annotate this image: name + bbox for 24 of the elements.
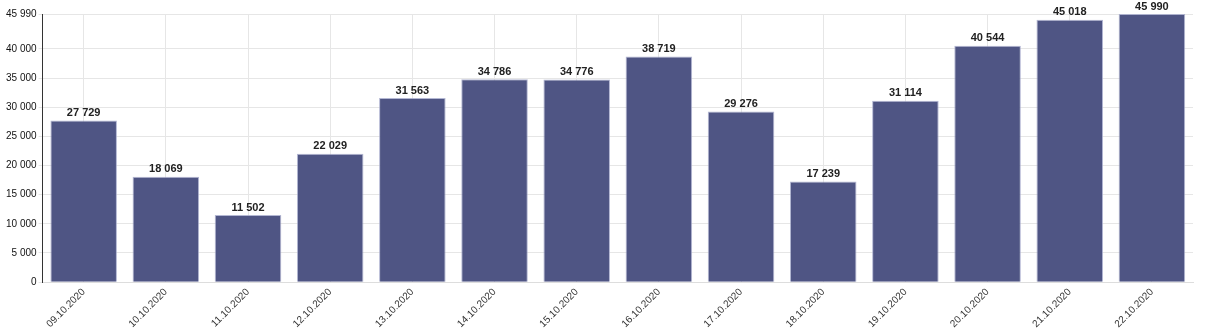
y-tick-label: 10 000 <box>5 217 38 229</box>
y-tick-label: 40 000 <box>5 42 38 54</box>
data-label: 17 239 <box>806 167 841 180</box>
data-label: 45 018 <box>1052 5 1087 18</box>
y-tick-label: 45 990 <box>5 7 38 19</box>
data-label: 31 563 <box>395 83 430 96</box>
y-tick-label: 20 000 <box>5 159 38 171</box>
data-label: 18 069 <box>149 162 183 175</box>
y-tick-label: 25 000 <box>5 130 38 142</box>
y-tick-label: 30 000 <box>5 100 38 112</box>
data-label: 34 776 <box>559 64 594 77</box>
data-label: 29 276 <box>724 96 758 109</box>
y-tick-label: 5 000 <box>11 246 38 258</box>
y-tick-label: 0 <box>31 275 38 287</box>
y-tick-label: 35 000 <box>5 71 38 83</box>
data-label: 40 544 <box>970 31 1006 44</box>
data-label: 34 786 <box>477 64 512 77</box>
y-tick-label: 15 000 <box>5 188 38 200</box>
data-label: 27 729 <box>66 105 101 118</box>
data-label: 22 029 <box>313 139 348 152</box>
data-label: 45 990 <box>1135 0 1169 12</box>
data-label: 31 114 <box>888 86 923 99</box>
data-label: 11 502 <box>231 200 265 213</box>
data-label: 38 719 <box>642 41 676 54</box>
